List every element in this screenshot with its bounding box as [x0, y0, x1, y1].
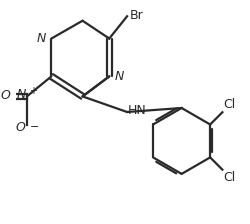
Text: Cl: Cl — [222, 98, 235, 111]
Text: N: N — [114, 70, 124, 83]
Text: −: − — [30, 122, 40, 132]
Text: O: O — [0, 89, 10, 102]
Text: +: + — [28, 86, 36, 96]
Text: N: N — [16, 88, 26, 101]
Text: HN: HN — [128, 104, 146, 117]
Text: N: N — [36, 32, 46, 45]
Text: O: O — [16, 121, 26, 134]
Text: Br: Br — [129, 9, 142, 22]
Text: Cl: Cl — [222, 171, 235, 184]
